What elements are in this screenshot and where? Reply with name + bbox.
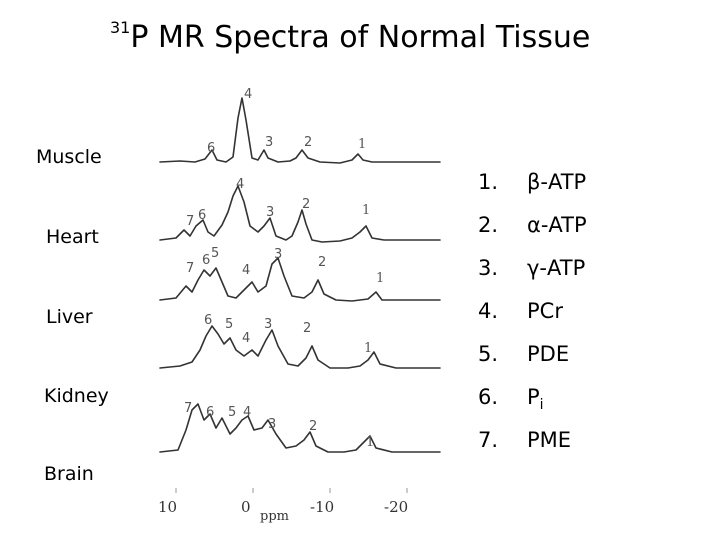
peak-label-kidney-3: 3 xyxy=(264,317,272,332)
page-title: 31P MR Spectra of Normal Tissue xyxy=(110,18,590,55)
peak-label-kidney-1: 1 xyxy=(364,341,372,356)
tissue-label-kidney: Kidney xyxy=(44,385,109,407)
spectrum-liver xyxy=(159,257,441,302)
legend-number: 5. xyxy=(478,342,499,366)
peak-label-liver-7: 7 xyxy=(186,261,194,276)
tissue-label-liver: Liver xyxy=(46,306,93,328)
peak-label-heart-1: 1 xyxy=(362,203,370,218)
tissue-label-heart: Heart xyxy=(46,226,99,248)
peak-label-liver-3: 3 xyxy=(274,247,282,262)
legend-label: PME xyxy=(527,428,572,452)
tissue-label-brain: Brain xyxy=(44,463,94,485)
axis-unit-ppm: ppm xyxy=(260,509,289,524)
legend-number: 2. xyxy=(478,213,499,237)
legend-item-7: 7. PME xyxy=(478,428,678,456)
axis-label-neg10: -10 xyxy=(310,498,334,516)
legend-item-3: 3. γ-ATP xyxy=(478,256,678,284)
legend-item-2: 2. α-ATP xyxy=(478,213,678,241)
peak-label-liver-4: 4 xyxy=(242,263,250,278)
peak-label-liver-1: 1 xyxy=(376,271,384,286)
peak-label-brain-7: 7 xyxy=(184,401,192,416)
legend-number: 6. xyxy=(478,385,499,409)
spectrum-kidney xyxy=(159,325,441,369)
legend-number: 7. xyxy=(478,428,499,452)
peak-label-kidney-5: 5 xyxy=(225,317,233,332)
axis-label-neg20: -20 xyxy=(384,498,408,516)
spectrum-brain xyxy=(159,403,441,453)
legend-label: Pi xyxy=(527,385,544,413)
peak-label-muscle-3: 3 xyxy=(265,135,273,150)
axis-label-0: 0 xyxy=(241,498,251,516)
legend-item-4: 4. PCr xyxy=(478,299,678,327)
legend-label: PCr xyxy=(527,299,563,323)
legend-label: β-ATP xyxy=(527,170,587,194)
title-text: P MR Spectra of Normal Tissue xyxy=(130,20,591,55)
peak-label-muscle-4: 4 xyxy=(244,87,252,102)
legend-item-5: 5. PDE xyxy=(478,342,678,370)
peak-label-heart-2: 2 xyxy=(302,197,310,212)
peak-label-liver-2: 2 xyxy=(318,255,326,270)
legend-label: PDE xyxy=(527,342,570,366)
peak-label-liver-6: 6 xyxy=(202,253,210,268)
peak-label-muscle-6: 6 xyxy=(207,141,215,156)
peak-label-muscle-1: 1 xyxy=(358,137,366,152)
peak-label-kidney-2: 2 xyxy=(303,321,311,336)
peak-label-brain-6: 6 xyxy=(206,405,214,420)
peak-label-heart-7: 7 xyxy=(186,214,194,229)
legend-item-1: 1. β-ATP xyxy=(478,170,678,198)
legend-number: 3. xyxy=(478,256,499,280)
peak-label-heart-4: 4 xyxy=(236,177,244,192)
legend-number: 1. xyxy=(478,170,499,194)
peak-label-brain-2: 2 xyxy=(309,419,317,434)
legend-label-main: P xyxy=(527,385,540,409)
legend-number: 4. xyxy=(478,299,499,323)
legend-label: α-ATP xyxy=(527,213,587,237)
peak-label-brain-4: 4 xyxy=(243,405,251,420)
title-superscript: 31 xyxy=(110,18,131,37)
spectrum-muscle xyxy=(159,97,441,164)
legend-label-subscript: i xyxy=(539,397,544,414)
peak-label-brain-3: 3 xyxy=(268,417,276,432)
spectrum-heart xyxy=(159,185,441,243)
peak-label-heart-6: 6 xyxy=(198,208,206,223)
legend-item-6: 6. Pi xyxy=(478,385,678,417)
peak-label-muscle-2: 2 xyxy=(304,135,312,150)
peak-label-brain-1: 1 xyxy=(366,435,374,450)
tissue-label-muscle: Muscle xyxy=(36,146,102,168)
axis-label-10: 10 xyxy=(158,498,177,516)
peak-label-brain-5: 5 xyxy=(228,405,236,420)
peak-label-heart-3: 3 xyxy=(266,205,274,220)
peak-label-kidney-4: 4 xyxy=(242,331,250,346)
legend-label: γ-ATP xyxy=(527,256,586,280)
peak-label-kidney-6: 6 xyxy=(204,313,212,328)
peak-label-liver-5: 5 xyxy=(211,246,219,261)
